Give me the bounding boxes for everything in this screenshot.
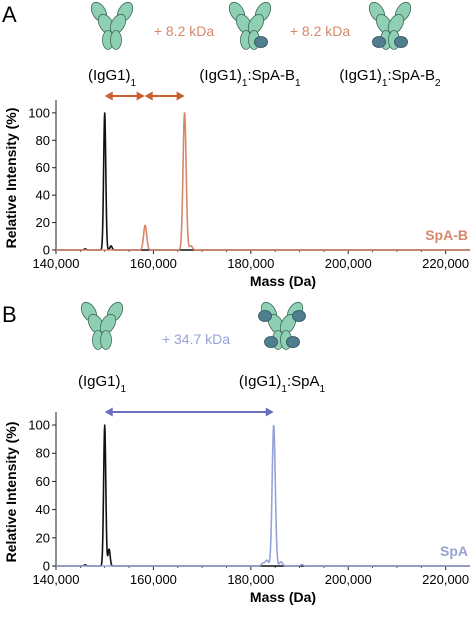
x-tick-label: 160,000 [130,256,177,271]
panel-letter: A [2,2,17,27]
spa-domain-icon [286,336,300,348]
series-tag: SpA-B [425,227,468,243]
series-tag: SpA [440,543,468,559]
y-tick-label: 0 [43,559,50,574]
y-tick-label: 100 [28,105,50,120]
series-line-spa-b [55,112,471,251]
antibody-icon [228,1,272,50]
y-tick-label: 100 [28,418,50,433]
antibody-icon [368,1,412,50]
x-axis-label: Mass (Da) [250,589,316,605]
y-tick-label: 60 [36,474,50,489]
y-tick-label: 80 [36,446,50,461]
species-label: (IgG1)1:SpA-B2 [339,67,441,89]
x-tick-label: 140,000 [33,572,80,587]
y-tick-label: 0 [43,243,50,258]
species-label: (IgG1)1:SpA-B1 [199,67,301,89]
spa-domain-icon [258,310,272,322]
y-tick-label: 40 [36,502,50,517]
y-tick-label: 20 [36,215,50,230]
series-line-igg1 [55,112,471,251]
spa-domain-icon [372,36,386,48]
x-tick-label: 180,000 [227,572,274,587]
spa-domain-icon [264,336,278,348]
species-label: (IgG1)1 [88,67,137,89]
spa-domain-icon [292,310,306,322]
y-tick-label: 40 [36,188,50,203]
species-label: (IgG1)1 [78,373,127,395]
mass-shift-arrow [104,91,145,101]
species-label: (IgG1)1:SpA1 [239,373,326,395]
spa-domain-icon [254,36,268,48]
mass-shift-arrow [104,407,274,417]
y-axis-label: Relative Intensity (%) [3,422,19,563]
antibody-icon [258,301,306,350]
panel-B: B (IgG1)1 (IgG1)1:SpA1 + 34.7 kDa 0 20 40 60 80 1… [2,301,471,605]
x-tick-label: 200,000 [325,256,372,271]
x-tick-label: 220,000 [422,256,469,271]
mass-shift-label: + 34.7 kDa [162,331,230,347]
x-axis-label: Mass (Da) [250,273,316,289]
antibody-icon [90,1,134,50]
y-axis-label: Relative Intensity (%) [3,108,19,249]
y-tick-label: 20 [36,530,50,545]
x-tick-label: 220,000 [422,572,469,587]
series-line-spa [55,424,471,567]
x-tick-label: 180,000 [227,256,274,271]
mass-shift-label: + 8.2 kDa [154,23,215,39]
x-tick-label: 140,000 [33,256,80,271]
panel-letter: B [2,302,17,327]
y-tick-label: 60 [36,160,50,175]
series-line-igg1 [55,424,471,567]
y-tick-label: 80 [36,133,50,148]
spa-domain-icon [394,36,408,48]
x-tick-label: 160,000 [130,572,177,587]
panel-A: A (IgG1)1 (IgG1)1:SpA-B1 (IgG1)1:SpA-B2 + 8.… [2,1,471,289]
mass-shift-arrow [144,91,185,101]
x-tick-label: 200,000 [325,572,372,587]
mass-shift-label: + 8.2 kDa [290,23,351,39]
antibody-icon [80,301,124,350]
